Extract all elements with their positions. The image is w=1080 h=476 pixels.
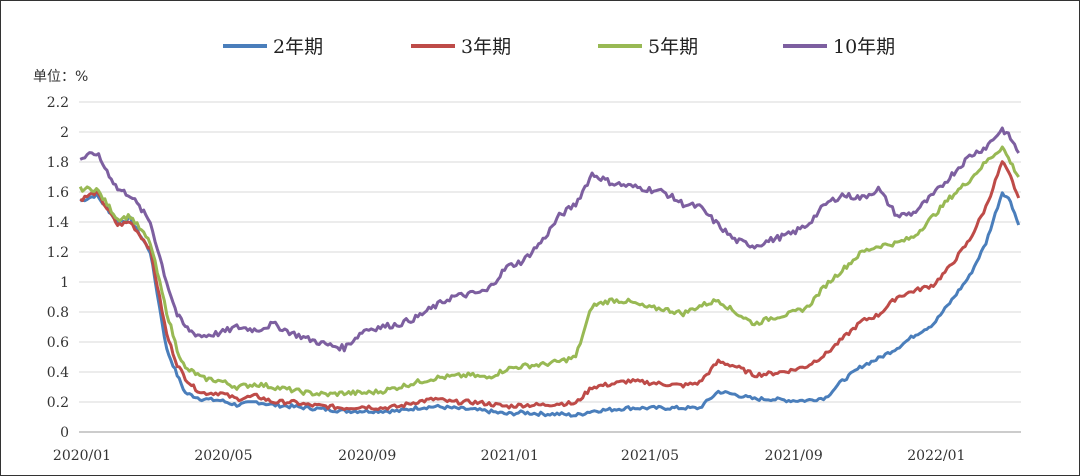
legend-label: 5年期 <box>648 36 698 58</box>
series-line-4 <box>79 126 1020 353</box>
y-tick-label: 1.4 <box>47 215 69 231</box>
x-axis-ticks: 2020/01 2020/05 2020/09 2021/01 2021/05 2021/… <box>53 448 966 464</box>
x-tick-label: 2021/09 <box>765 448 823 464</box>
y-tick-label: 0 <box>60 425 69 441</box>
x-tick-label: 2020/05 <box>194 448 252 464</box>
series-line-2 <box>79 160 1021 411</box>
y-tick-label: 1.2 <box>47 245 69 261</box>
legend: 2年期 3年期 5年期 10年期 <box>223 36 895 58</box>
y-axis-unit-label: 单位：% <box>33 69 88 85</box>
series-lines <box>78 126 1021 418</box>
x-tick-label: 2022/01 <box>907 448 965 464</box>
y-tick-label: 0.4 <box>47 365 69 381</box>
x-tick-label: 2020/09 <box>338 448 396 464</box>
y-tick-label: 1.6 <box>47 185 69 201</box>
y-tick-label: 0.6 <box>47 335 69 351</box>
series-line-1 <box>79 191 1021 418</box>
series-line-3 <box>78 145 1020 398</box>
x-tick-label: 2020/01 <box>53 448 111 464</box>
legend-label: 2年期 <box>273 36 323 58</box>
x-tick-label: 2021/01 <box>481 448 539 464</box>
x-tick-label: 2021/05 <box>621 448 679 464</box>
y-tick-label: 1 <box>60 275 69 291</box>
legend-label: 3年期 <box>461 36 511 58</box>
y-tick-label: 2.2 <box>47 95 69 111</box>
y-tick-label: 2 <box>60 125 69 141</box>
gridlines <box>79 101 1021 433</box>
y-tick-label: 0.8 <box>47 305 69 321</box>
y-tick-label: 0.2 <box>47 395 69 411</box>
y-axis-ticks: 0 0.2 0.4 0.6 0.8 1 1.2 1.4 1.6 1.8 2 2.2 <box>47 95 69 441</box>
y-tick-label: 1.8 <box>47 155 69 171</box>
legend-label: 10年期 <box>833 36 895 58</box>
